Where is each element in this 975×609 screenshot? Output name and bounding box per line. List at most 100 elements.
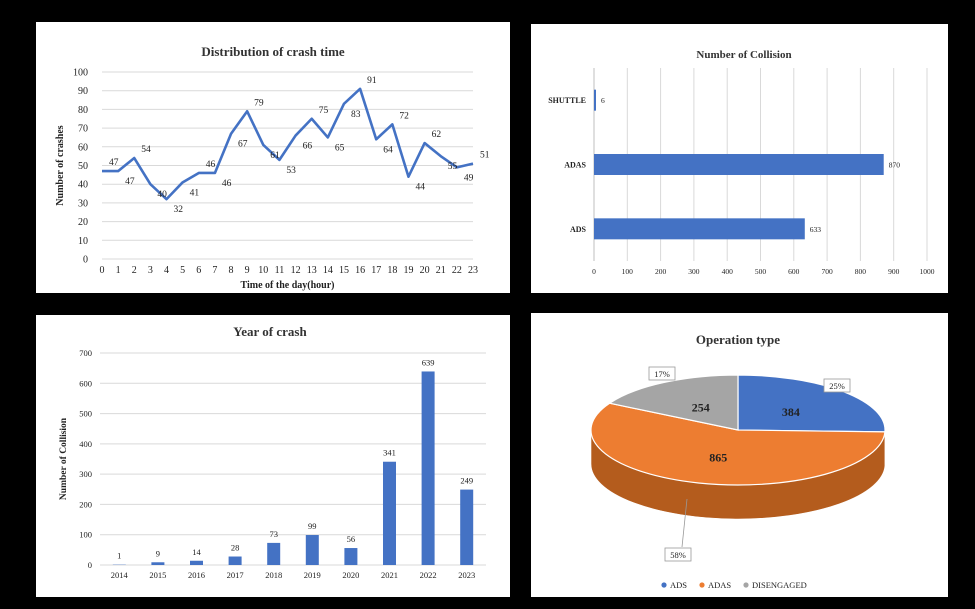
slice-percent-label: 58%	[670, 550, 686, 560]
x-tick-label: 700	[821, 267, 833, 276]
x-tick-label: 11	[275, 265, 285, 276]
data-label: 32	[174, 205, 184, 215]
year-of-crash-bar-chart: Year of crash 0 100 200 300 400 500 600 700 Numbe…	[59, 324, 486, 580]
legend-label: ADAS	[708, 580, 731, 590]
x-tick-label: 1	[116, 265, 121, 276]
data-label: 73	[269, 529, 278, 539]
x-tick-label: 5	[180, 265, 185, 276]
data-label: 99	[308, 521, 317, 531]
data-label: 55	[448, 162, 458, 172]
x-tick-label: 1000	[920, 267, 935, 276]
x-tick-label: 2018	[265, 570, 282, 580]
category-label: ADS	[570, 225, 587, 234]
data-label: 53	[286, 166, 296, 176]
x-tick-label: 2014	[111, 570, 129, 580]
x-tick-label: 21	[436, 265, 446, 276]
y-tick-label: 200	[79, 499, 92, 509]
x-tick-label: 2015	[149, 570, 166, 580]
x-tick-label: 0	[100, 265, 105, 276]
data-label: 54	[141, 145, 151, 155]
data-label: 64	[383, 145, 393, 155]
data-label: 65	[335, 143, 345, 153]
data-label: 72	[399, 111, 409, 121]
bar-2018	[267, 542, 281, 565]
data-label: 44	[415, 183, 425, 193]
data-label: 62	[432, 130, 442, 140]
x-tick-label: 4	[164, 265, 169, 276]
x-tick-label: 200	[655, 267, 667, 276]
y-tick-label: 100	[79, 530, 92, 540]
data-label: 9	[156, 548, 160, 558]
data-label: 870	[889, 161, 901, 170]
data-label: 56	[347, 534, 356, 544]
crash-time-line-chart: Distribution of crash time01020304050607…	[55, 44, 490, 291]
data-label: 28	[231, 543, 240, 553]
chart-title: Operation type	[696, 332, 780, 347]
chart-title: Year of crash	[233, 324, 307, 339]
y-tick-label: 50	[78, 161, 88, 172]
bar-2016	[190, 560, 203, 565]
x-tick-label: 17	[371, 265, 381, 276]
chart-title: Number of Collision	[696, 49, 791, 61]
data-label: 14	[192, 547, 201, 557]
slice-value-label: 865	[709, 450, 727, 464]
x-tick-label: 22	[452, 265, 462, 276]
bar-shuttle	[594, 89, 596, 111]
x-tick-label: 900	[888, 267, 900, 276]
y-tick-label: 600	[79, 378, 92, 388]
x-tick-label: 2019	[304, 570, 321, 580]
chart-title: Distribution of crash time	[201, 44, 345, 59]
y-tick-label: 40	[78, 180, 88, 191]
y-axis-title: Number of Collision	[59, 417, 69, 500]
x-tick-label: 400	[722, 267, 734, 276]
y-axis-title: Number of crashes	[55, 125, 66, 205]
category-label: ADAS	[564, 161, 586, 170]
x-tick-label: 3	[148, 265, 153, 276]
x-tick-label: 2020	[342, 570, 359, 580]
data-label: 47	[109, 158, 119, 168]
y-tick-label: 0	[88, 560, 92, 570]
crash-time-chart-panel: Distribution of crash time 0 10 20 30 40 50 60 7…	[36, 22, 510, 293]
x-tick-label: 2021	[381, 570, 398, 580]
x-tick-label: 2022	[420, 570, 437, 580]
legend-marker-ads	[661, 582, 667, 588]
data-label: 66	[303, 142, 313, 152]
slice-value-label: 384	[782, 405, 800, 419]
x-tick-label: 20	[420, 265, 430, 276]
y-tick-label: 400	[79, 439, 92, 449]
bar-adas	[594, 154, 884, 175]
operation-type-chart-panel: Operation type 384 865 254 25% 17% 58% ADS ADAS D…	[531, 313, 948, 597]
y-tick-label: 60	[78, 142, 88, 153]
x-tick-label: 600	[788, 267, 800, 276]
legend-marker-disengaged	[743, 582, 749, 588]
percent-label-box	[648, 366, 676, 381]
slice-value-label: 254	[692, 400, 710, 414]
data-label: 6	[601, 96, 605, 105]
bar-2019	[305, 535, 319, 565]
legend-marker-adas	[699, 582, 705, 588]
data-label: 49	[464, 173, 474, 183]
y-tick-label: 80	[78, 105, 88, 116]
percent-label-box	[823, 378, 851, 393]
x-tick-label: 800	[855, 267, 867, 276]
data-label: 1	[117, 551, 121, 561]
x-tick-label: 23	[468, 265, 478, 276]
x-tick-label: 14	[323, 265, 333, 276]
bar-2021	[383, 461, 396, 565]
x-tick-label: 0	[592, 267, 596, 276]
data-label: 40	[157, 190, 167, 200]
x-tick-label: 100	[622, 267, 634, 276]
legend-label: ADS	[670, 580, 687, 590]
category-label: SHUTTLE	[548, 96, 586, 105]
x-tick-label: 8	[229, 265, 234, 276]
slice-percent-label: 25%	[829, 381, 845, 391]
pie-slice-adas	[590, 402, 886, 486]
bar-2015	[151, 562, 165, 565]
operation-type-pie-chart: Operation type 384 865 254 25% 17% 58% ADS ADAS D…	[590, 332, 886, 590]
pie-slice-ads	[737, 374, 886, 433]
percent-label-box	[664, 547, 692, 562]
x-tick-label: 300	[688, 267, 700, 276]
x-tick-label: 500	[755, 267, 767, 276]
x-tick-label: 10	[258, 265, 268, 276]
watermark-text: 知乎 @灰色与青	[742, 557, 896, 581]
